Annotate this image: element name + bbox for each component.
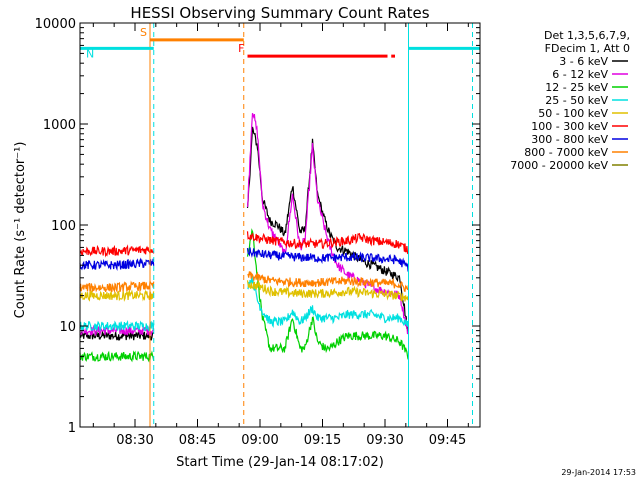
series-7-segment-1 bbox=[247, 271, 409, 293]
x-tick-label-2: 09:00 bbox=[241, 433, 278, 448]
series-4-segment-1 bbox=[246, 279, 409, 302]
legend-entry-label-6: 300 - 800 keV bbox=[531, 133, 608, 146]
x-tick-label-0: 08:30 bbox=[116, 433, 153, 448]
series-5 bbox=[79, 231, 409, 258]
plot-area: S N F bbox=[79, 23, 480, 427]
series-1-segment-1 bbox=[246, 112, 409, 335]
legend-entry-label-8: 7000 - 20000 keV bbox=[510, 159, 608, 172]
legend-entry-label-2: 12 - 25 keV bbox=[545, 81, 608, 94]
series-5-segment-1 bbox=[246, 231, 409, 255]
series-7 bbox=[79, 271, 409, 294]
series-0-segment-1 bbox=[246, 126, 409, 332]
series-5-segment-0 bbox=[79, 244, 155, 258]
series-6-segment-1 bbox=[246, 247, 409, 272]
chart-title: HESSI Observing Summary Count Rates bbox=[130, 4, 429, 22]
legend: Det 1,3,5,6,7,9,FDecim 1, Att 03 - 6 keV… bbox=[510, 29, 630, 172]
timestamp: 29-Jan-2014 17:53 bbox=[561, 468, 636, 477]
y-tick-label-3: 1000 bbox=[43, 118, 76, 133]
series-6 bbox=[79, 247, 409, 272]
legend-entry-label-0: 3 - 6 keV bbox=[559, 55, 608, 68]
y-tick-label-0: 1 bbox=[68, 421, 76, 436]
series-7-segment-0 bbox=[79, 279, 155, 294]
series-4-segment-0 bbox=[79, 288, 155, 302]
x-axis-label: Start Time (29-Jan-14 08:17:02) bbox=[176, 455, 384, 470]
axes: 1 10 100 1000 10000 08:30 08:45 09:00 09:15 09:30… bbox=[35, 17, 481, 448]
flag-label-3: F bbox=[238, 42, 244, 55]
legend-entry-label-4: 50 - 100 keV bbox=[538, 107, 608, 120]
x-tick-label-5: 09:45 bbox=[429, 433, 466, 448]
y-axis-label: Count Rate (s⁻¹ detector⁻¹) bbox=[13, 142, 28, 319]
series-2 bbox=[79, 228, 409, 363]
legend-entry-label-5: 100 - 300 keV bbox=[531, 120, 608, 133]
series-2-segment-0 bbox=[79, 350, 155, 363]
series-3 bbox=[79, 274, 409, 332]
series-3-segment-0 bbox=[79, 319, 155, 332]
x-tick-label-1: 08:45 bbox=[179, 433, 216, 448]
series-3-segment-1 bbox=[247, 274, 409, 328]
x-tick-label-4: 09:30 bbox=[366, 433, 403, 448]
legend-header-0: Det 1,3,5,6,7,9, bbox=[544, 29, 630, 42]
flag-label-0: S bbox=[140, 26, 147, 39]
y-tick-label-1: 10 bbox=[59, 320, 76, 335]
legend-entry-label-3: 25 - 50 keV bbox=[545, 94, 608, 107]
flag-label-1: N bbox=[86, 47, 94, 60]
legend-entry-label-1: 6 - 12 keV bbox=[552, 68, 608, 81]
y-tick-label-4: 10000 bbox=[35, 17, 76, 32]
series-4 bbox=[79, 279, 409, 302]
y-tick-label-2: 100 bbox=[51, 219, 76, 234]
x-tick-label-3: 09:15 bbox=[304, 433, 341, 448]
legend-header-1: FDecim 1, Att 0 bbox=[545, 42, 630, 55]
series-6-segment-0 bbox=[79, 257, 155, 272]
series-2-segment-1 bbox=[246, 228, 409, 360]
legend-entry-label-7: 800 - 7000 keV bbox=[524, 146, 608, 159]
